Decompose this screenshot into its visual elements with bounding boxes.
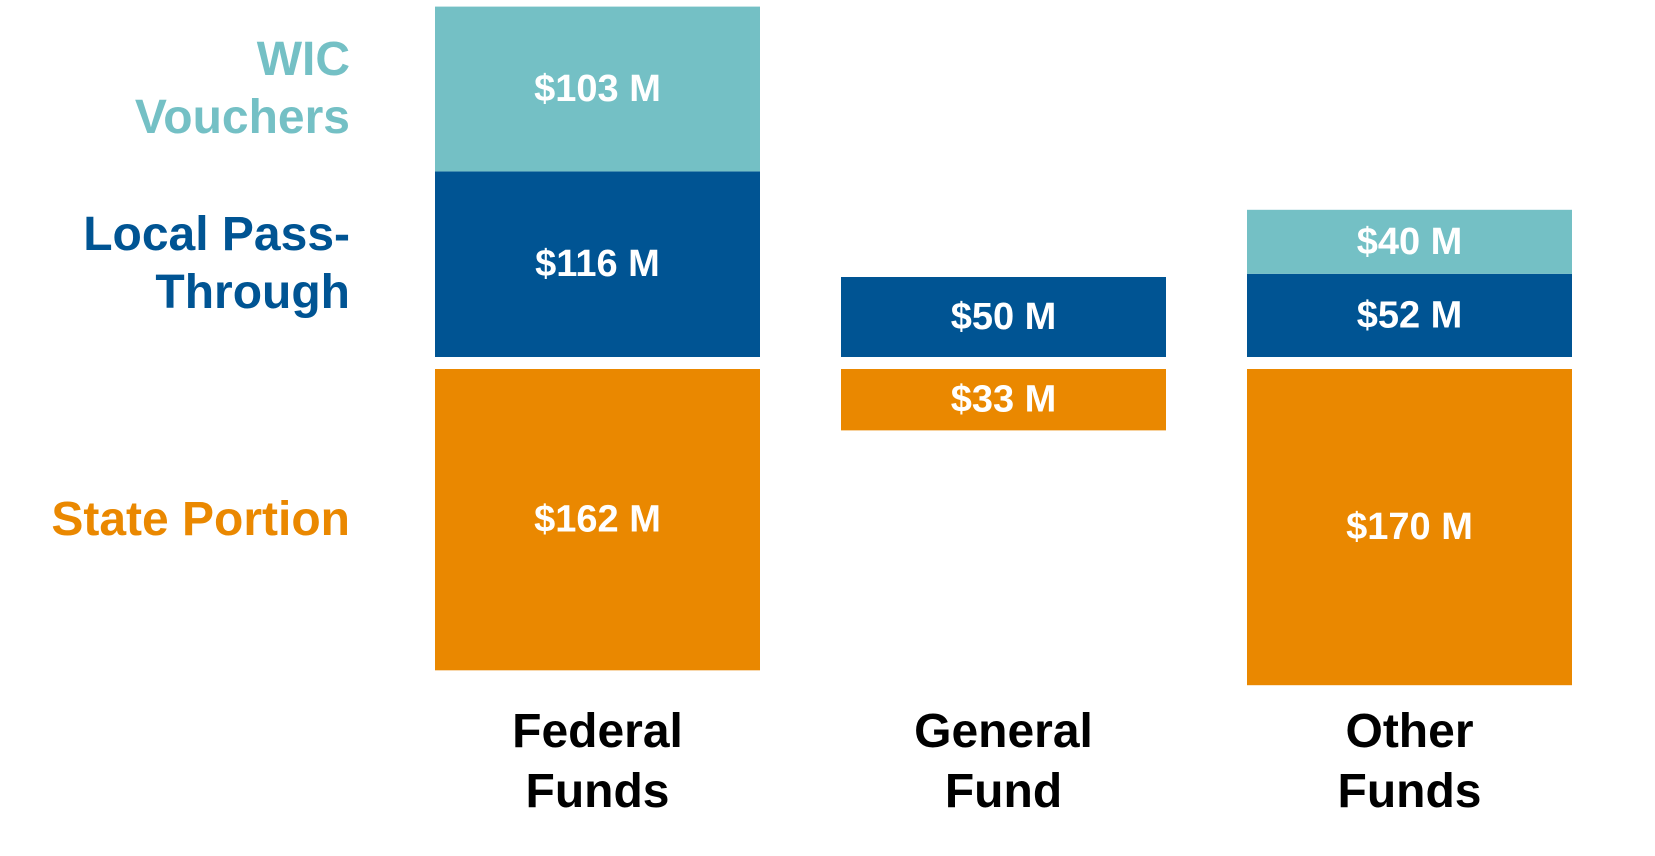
value-label: $103 M bbox=[534, 68, 661, 110]
category-label: Other Funds bbox=[1337, 705, 1482, 818]
bar-segment bbox=[841, 277, 1166, 357]
legend-label: Local Pass-Through bbox=[83, 208, 350, 320]
value-label: $52 M bbox=[1357, 294, 1463, 336]
bar-segment bbox=[435, 171, 760, 357]
value-label: $116 M bbox=[535, 243, 660, 285]
value-label: $40 M bbox=[1357, 221, 1463, 263]
category-label: General Fund bbox=[914, 705, 1093, 818]
bar-segment bbox=[435, 369, 760, 671]
bar-segment bbox=[435, 6, 760, 172]
value-label: $50 M bbox=[951, 296, 1057, 338]
category-label: Federal Funds bbox=[512, 705, 683, 818]
bar-segment bbox=[1247, 369, 1572, 686]
value-label: $33 M bbox=[951, 379, 1057, 421]
bar-segment bbox=[1247, 273, 1572, 357]
bar-segment bbox=[1247, 209, 1572, 274]
value-label: $162 M bbox=[534, 499, 661, 541]
legend-label: State Portion bbox=[51, 492, 350, 546]
bar-segment bbox=[841, 369, 1166, 431]
legend-label: WIC Vouchers bbox=[134, 33, 350, 144]
value-label: $170 M bbox=[1346, 506, 1473, 548]
